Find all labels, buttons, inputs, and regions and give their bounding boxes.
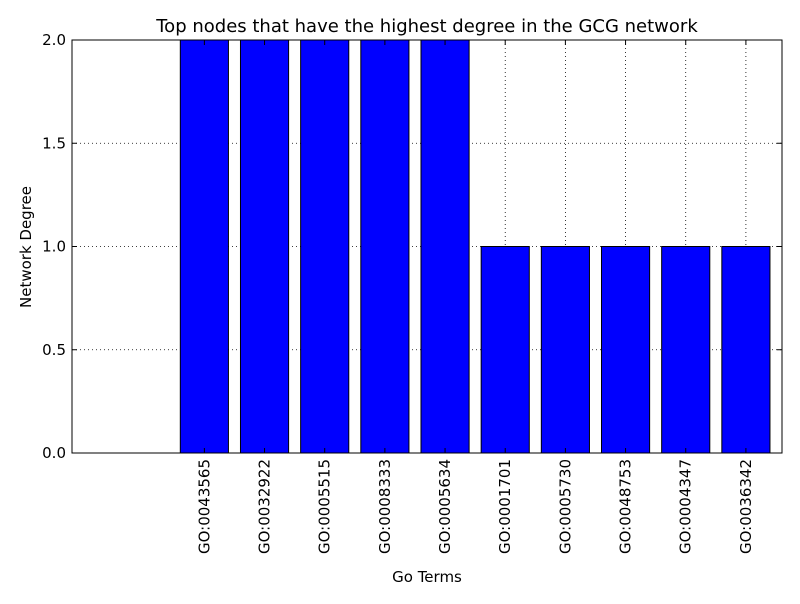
- x-tick-label: GO:0043565: [195, 459, 213, 554]
- bars: [179, 39, 771, 454]
- y-axis-label: Network Degree: [17, 186, 35, 308]
- bar-go-0008333: [360, 39, 410, 454]
- bar-go-0005634: [420, 39, 470, 454]
- x-tick-label: GO:0004347: [677, 459, 695, 554]
- y-tick-label: 0.5: [42, 341, 66, 359]
- x-tick-label: GO:0001701: [496, 459, 514, 554]
- bar-go-0005515: [300, 39, 350, 454]
- x-tick-label: GO:0036342: [737, 459, 755, 554]
- y-tick-label: 1.5: [42, 134, 66, 152]
- y-axis-ticks: 0.0 0.5 1.0 1.5 2.0: [42, 31, 782, 462]
- x-tick-label: GO:0008333: [376, 459, 394, 554]
- bar-go-0001701: [480, 246, 530, 454]
- x-tick-label: GO:0005515: [316, 459, 334, 554]
- x-tick-label: GO:0005730: [556, 459, 574, 554]
- chart-title: Top nodes that have the highest degree i…: [155, 16, 698, 37]
- bar-go-0005730: [540, 246, 590, 454]
- x-axis-label: Go Terms: [392, 568, 462, 586]
- y-tick-label: 1.0: [42, 238, 66, 256]
- x-tick-label: GO:0032922: [256, 459, 274, 554]
- bar-go-0043565: [179, 39, 229, 454]
- bar-go-0036342: [721, 246, 771, 454]
- y-tick-label: 2.0: [42, 31, 66, 49]
- x-axis-ticks: GO:0043565 GO:0032922 GO:0005515 GO:0008333…: [195, 40, 755, 554]
- bar-go-0004347: [661, 246, 711, 454]
- y-tick-label: 0.0: [42, 444, 66, 462]
- x-tick-label: GO:0048753: [617, 459, 635, 554]
- bar-go-0032922: [239, 39, 290, 454]
- x-tick-label: GO:0005634: [436, 459, 454, 554]
- bar-go-0048753: [600, 246, 651, 454]
